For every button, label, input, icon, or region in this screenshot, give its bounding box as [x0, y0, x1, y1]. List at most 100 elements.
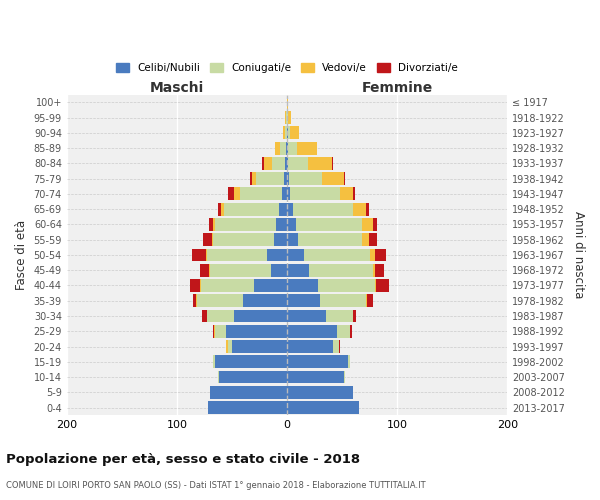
Bar	[347, 356, 350, 368]
Bar	[350, 325, 352, 338]
Bar	[280, 203, 287, 215]
Bar	[287, 386, 353, 398]
Bar	[226, 340, 227, 353]
Bar	[209, 218, 213, 231]
Bar	[272, 157, 285, 170]
Bar	[287, 370, 344, 384]
Bar	[367, 294, 373, 307]
Bar	[339, 340, 340, 353]
Bar	[320, 294, 367, 307]
Bar	[362, 218, 373, 231]
Bar	[340, 188, 353, 200]
Bar	[326, 310, 353, 322]
Bar	[287, 356, 347, 368]
Bar	[234, 310, 287, 322]
Bar	[353, 203, 367, 215]
Bar	[200, 279, 201, 292]
Bar	[208, 401, 287, 414]
Bar	[218, 203, 221, 215]
Text: COMUNE DI LOIRI PORTO SAN PAOLO (SS) - Dati ISTAT 1° gennaio 2018 - Elaborazione: COMUNE DI LOIRI PORTO SAN PAOLO (SS) - D…	[6, 481, 425, 490]
Bar	[287, 401, 359, 414]
Bar	[286, 111, 287, 124]
Bar	[280, 142, 286, 154]
Bar	[283, 126, 285, 140]
Bar	[215, 218, 276, 231]
Bar	[297, 142, 317, 154]
Bar	[267, 248, 287, 262]
Bar	[193, 294, 196, 307]
Bar	[271, 264, 287, 276]
Bar	[304, 248, 370, 262]
Bar	[234, 188, 239, 200]
Bar	[373, 264, 375, 276]
Bar	[264, 157, 272, 170]
Bar	[332, 157, 334, 170]
Bar	[367, 203, 368, 215]
Bar	[227, 340, 232, 353]
Bar	[213, 325, 214, 338]
Bar	[215, 356, 287, 368]
Bar	[214, 325, 215, 338]
Bar	[210, 386, 287, 398]
Bar	[256, 172, 284, 185]
Bar	[197, 294, 243, 307]
Bar	[287, 172, 289, 185]
Bar	[201, 279, 254, 292]
Bar	[200, 264, 209, 276]
Bar	[218, 370, 219, 384]
Bar	[308, 157, 332, 170]
Bar	[368, 234, 377, 246]
Legend: Celibi/Nubili, Coniugati/e, Vedovi/e, Divorziati/e: Celibi/Nubili, Coniugati/e, Vedovi/e, Di…	[112, 58, 462, 77]
Text: Femmine: Femmine	[362, 81, 433, 95]
Bar	[213, 356, 215, 368]
Bar	[287, 264, 309, 276]
Bar	[287, 234, 298, 246]
Bar	[276, 218, 287, 231]
Bar	[287, 279, 318, 292]
Bar	[215, 325, 226, 338]
Bar	[309, 264, 373, 276]
Bar	[287, 111, 288, 124]
Bar	[287, 203, 293, 215]
Bar	[213, 234, 274, 246]
Bar	[284, 172, 287, 185]
Bar	[190, 279, 200, 292]
Bar	[285, 157, 287, 170]
Bar	[239, 188, 281, 200]
Text: Maschi: Maschi	[150, 81, 204, 95]
Bar	[293, 203, 353, 215]
Bar	[213, 218, 215, 231]
Bar	[262, 157, 264, 170]
Bar	[288, 157, 308, 170]
Bar	[221, 203, 224, 215]
Bar	[286, 142, 287, 154]
Bar	[287, 340, 334, 353]
Bar	[212, 234, 213, 246]
Bar	[287, 188, 290, 200]
Bar	[250, 172, 252, 185]
Bar	[285, 111, 286, 124]
Bar	[375, 279, 376, 292]
Bar	[243, 294, 287, 307]
Bar	[196, 294, 197, 307]
Bar	[254, 279, 287, 292]
Bar	[344, 172, 346, 185]
Bar	[318, 279, 375, 292]
Bar	[353, 188, 355, 200]
Bar	[288, 111, 292, 124]
Bar	[193, 248, 206, 262]
Bar	[298, 234, 362, 246]
Bar	[376, 279, 389, 292]
Bar	[296, 218, 362, 231]
Bar	[203, 234, 212, 246]
Bar	[209, 264, 210, 276]
Bar	[288, 142, 297, 154]
Bar	[232, 340, 287, 353]
Bar	[353, 310, 356, 322]
Bar	[287, 218, 296, 231]
Bar	[373, 218, 377, 231]
Bar	[290, 188, 340, 200]
Bar	[288, 126, 290, 140]
Bar	[344, 370, 346, 384]
Y-axis label: Anni di nascita: Anni di nascita	[572, 212, 585, 298]
